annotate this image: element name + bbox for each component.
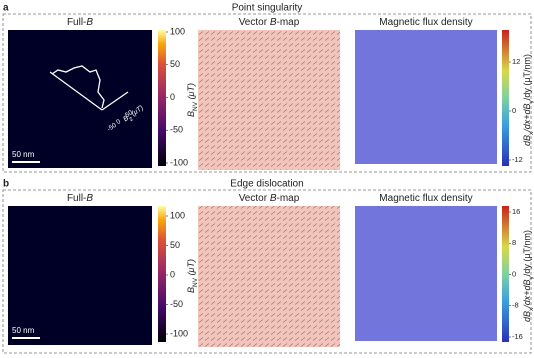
vector-arrows	[198, 30, 340, 170]
flux-colorbar	[502, 30, 509, 166]
text-part: (μT)	[186, 259, 196, 278]
vector-arrows	[198, 206, 340, 347]
subpanel-title: Magnetic flux density	[379, 17, 472, 28]
panel-letter: a	[3, 3, 9, 14]
colorbar-tick-label: 0	[512, 106, 516, 115]
text-part: Full-	[67, 193, 86, 204]
colorbar-tick-label: 16	[512, 207, 520, 216]
inset-tick-label: 50	[124, 109, 134, 119]
flux-colorbar	[502, 206, 509, 342]
colorbar-tick-label: 50	[170, 59, 180, 69]
colorbar-tick-label: -8	[512, 301, 519, 310]
panel-title: Edge dislocation	[230, 179, 303, 190]
text-part: Full-	[67, 17, 86, 28]
text-part: B	[270, 17, 277, 28]
colorbar-label: BNV (μT)	[186, 259, 199, 293]
subpanel-title: Full-B	[67, 193, 93, 204]
subpanel-title: Magnetic flux density	[379, 193, 472, 204]
text-part: B	[186, 111, 196, 117]
field-map	[8, 206, 152, 345]
colorbar-tick-label: 0	[512, 269, 516, 278]
subpanel-title: Vector B-map	[239, 17, 300, 28]
text-part: -map	[277, 193, 300, 204]
colorbar-tick-label: -100	[170, 157, 188, 167]
flux-map	[355, 30, 497, 164]
colorbar-tick-label: -12	[512, 155, 523, 164]
colorbar-tick-label: 0	[170, 92, 175, 102]
flux-map	[355, 206, 497, 341]
field-colorbar	[158, 30, 166, 166]
text-part: y	[528, 275, 534, 279]
text-part: x	[528, 131, 534, 135]
text-part: NV	[192, 101, 199, 111]
scale-bar-label: 50 nm	[12, 326, 35, 335]
inset-tick-label: 0	[115, 118, 122, 126]
text-part: B	[270, 193, 277, 204]
text-part: (μT)	[186, 83, 196, 102]
scale-bar-label: 50 nm	[12, 150, 35, 159]
panel-frame	[2, 13, 532, 173]
text-part: NV	[192, 277, 199, 287]
text-part: /dy (μT/nm)	[522, 54, 532, 100]
text-part: /dx+dB	[522, 103, 532, 132]
subpanel-title: Vector B-map	[239, 193, 300, 204]
colorbar-label: dBx/dx+dBy/dy (μT/nm)	[522, 54, 534, 146]
inset-tick-label: -50	[106, 122, 118, 133]
colorbar-label: dBx/dx+dBy/dy (μT/nm)	[522, 230, 534, 322]
panel-frame	[2, 189, 532, 354]
text-part: -map	[277, 17, 300, 28]
inset-arrow	[101, 91, 129, 111]
colorbar-tick-label: 12	[512, 57, 520, 66]
inset-profile	[51, 65, 105, 109]
text-part: B	[122, 115, 130, 124]
text-part: /dx+dB	[522, 279, 532, 308]
colorbar-tick-label: -16	[512, 332, 523, 341]
colorbar-label: BNV (μT)	[186, 83, 199, 117]
colorbar-tick-label: 8	[512, 238, 516, 247]
text-part: B	[86, 17, 93, 28]
text-part: /dy (μT/nm)	[522, 230, 532, 276]
text-part: z	[128, 116, 135, 124]
text-part: y	[528, 99, 534, 103]
colorbar-tick-label: 100	[170, 210, 185, 220]
text-part: Magnetic flux density	[379, 193, 472, 204]
text-part: Vector	[239, 17, 270, 28]
panel-letter: b	[3, 179, 9, 190]
text-part: x	[528, 307, 534, 311]
text-part: B	[86, 193, 93, 204]
subpanel-title: Full-B	[67, 17, 93, 28]
colorbar-tick-label: -50	[170, 299, 183, 309]
colorbar-tick-label: 50	[170, 240, 180, 250]
colorbar-tick-label: -100	[170, 328, 188, 338]
colorbar-tick-label: 100	[170, 26, 185, 36]
field-map	[8, 30, 152, 168]
text-part: B	[186, 287, 196, 293]
text-part: dB	[522, 311, 532, 322]
text-part: Magnetic flux density	[379, 17, 472, 28]
field-colorbar	[158, 206, 166, 342]
inset-arrow	[49, 71, 103, 111]
panel-title: Point singularity	[232, 3, 303, 14]
colorbar-tick-label: 0	[170, 269, 175, 279]
text-part: dB	[522, 135, 532, 146]
text-part: Vector	[239, 193, 270, 204]
colorbar-tick-label: -50	[170, 125, 183, 135]
